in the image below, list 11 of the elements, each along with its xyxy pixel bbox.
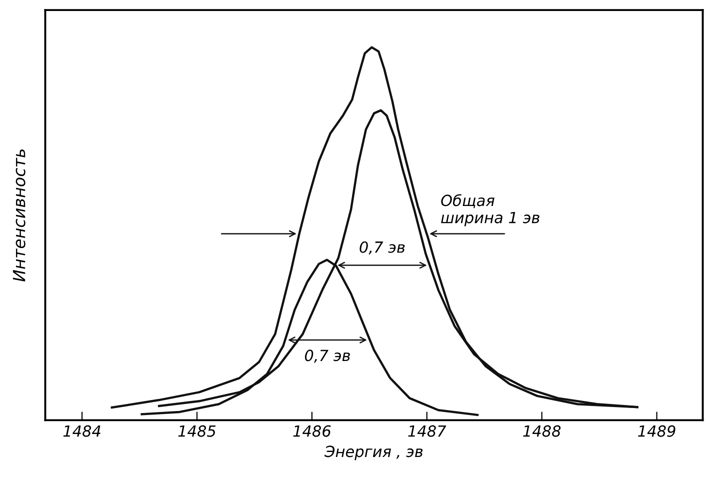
x-tick-label: 1486	[293, 425, 331, 437]
annotation: Общая ширина 1 эв	[441, 194, 540, 226]
x-tick-label: 1484	[63, 425, 100, 437]
x-tick-label: 1488	[523, 425, 561, 437]
y-axis-title: Интенсивность	[12, 149, 26, 282]
x-tick-label: 1489	[638, 425, 676, 437]
x-tick-label: 1485	[178, 425, 216, 437]
annotation: 0,7 эв	[360, 241, 405, 254]
x-tick-label: 1487	[408, 425, 446, 437]
annotation: 0,7 эв	[304, 350, 350, 363]
x-axis-title: Энергия , эв	[324, 446, 423, 460]
